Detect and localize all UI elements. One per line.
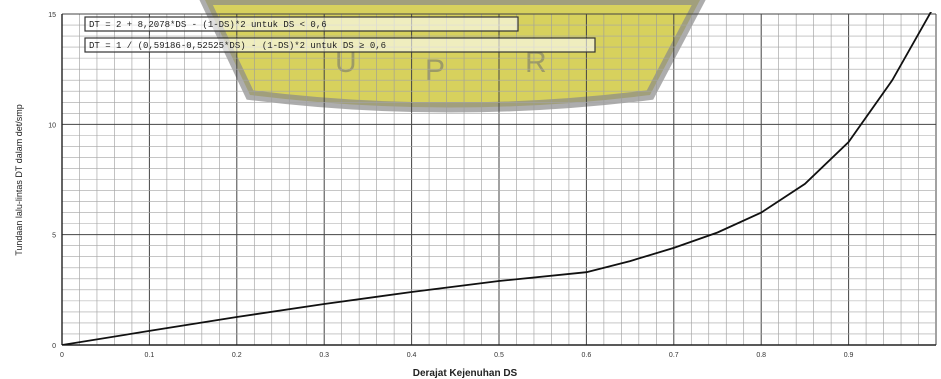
y-tick-label: 0 [52, 343, 56, 350]
watermark-letter-u: U [335, 46, 357, 79]
x-tick-labels: 0 0.1 0.2 0.3 0.4 0.5 0.6 0.7 0.8 0.9 [60, 352, 854, 359]
legend-entry-2: DT = 1 / (0,59186-0,52525*DS) - (1-DS)*2… [89, 41, 386, 51]
chart-series [62, 12, 932, 345]
watermark-letter-r: R [525, 46, 547, 79]
x-tick-label: 0.5 [494, 352, 504, 359]
y-tick-label: 15 [48, 12, 56, 19]
chart-grid [61, 13, 937, 346]
legend-box-1 [84, 16, 519, 32]
x-tick-label: 0.2 [232, 352, 242, 359]
y-tick-labels: 0 5 10 15 [48, 12, 56, 350]
legend-entry-1: DT = 2 + 8,2078*DS - (1-DS)*2 untuk DS <… [89, 20, 327, 30]
chart-legend: DT = 2 + 8,2078*DS - (1-DS)*2 untuk DS <… [84, 16, 596, 53]
chart-axes [61, 14, 936, 346]
series-line [62, 12, 932, 345]
legend-box-2 [84, 37, 596, 53]
x-tick-label: 0.6 [582, 352, 592, 359]
x-tick-label: 0.3 [319, 352, 329, 359]
x-tick-label: 0.1 [145, 352, 155, 359]
y-axis-label: Tundaan lalu-lintas DT dalam det/smp [14, 104, 24, 256]
x-tick-label: 0.8 [756, 352, 766, 359]
x-tick-label: 0.4 [407, 352, 417, 359]
y-tick-label: 5 [52, 233, 56, 240]
x-tick-label: 0 [60, 352, 64, 359]
x-axis-label: Derajat Kejenuhan DS [413, 368, 518, 379]
x-tick-label: 0.9 [844, 352, 854, 359]
watermark-letter-p: P [425, 54, 445, 87]
x-tick-label: 0.7 [669, 352, 679, 359]
y-tick-label: 10 [48, 122, 56, 129]
